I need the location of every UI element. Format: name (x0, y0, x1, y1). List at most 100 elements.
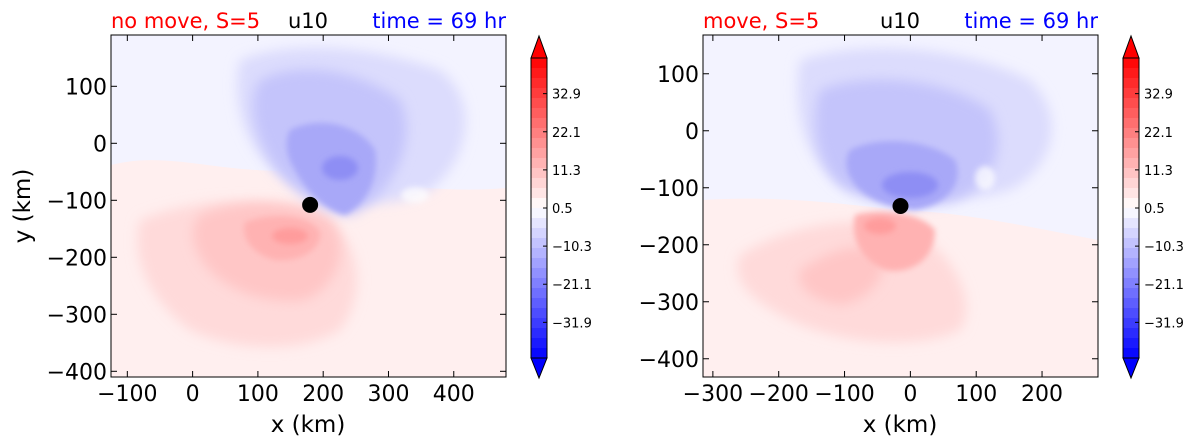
colorbar-tick-label: −21.1 (552, 278, 592, 293)
colorbar-segment (1123, 118, 1139, 129)
y-tick-label: −300 (639, 291, 699, 316)
colorbar-segment (1123, 338, 1139, 349)
colorbar-segment (1123, 348, 1139, 359)
colorbar-segment (1123, 268, 1139, 279)
y-axis: 100 0 −100 −200 −300 −400 (639, 63, 1098, 373)
colorbar-segment (531, 328, 547, 339)
negative-core (322, 156, 358, 180)
colorbar-tick-label: −31.9 (552, 316, 592, 331)
title-left-text: move, S=5 (703, 9, 819, 33)
x-tick-label: 100 (955, 382, 997, 407)
colorbar-segment (1123, 158, 1139, 169)
patch-white (975, 166, 995, 190)
y-tick-label: −300 (47, 303, 107, 328)
plot-frame (110, 34, 507, 378)
colorbar-tick-label: 0.5 (552, 202, 573, 217)
y-tick-label: −200 (47, 246, 107, 271)
colorbar-segment (531, 258, 547, 269)
colorbar-segment (1123, 78, 1139, 89)
x-axis-label: x (km) (863, 412, 938, 438)
patch-white (401, 187, 429, 203)
colorbar-segment (1123, 198, 1139, 209)
panel-right: move, S=5 u10 time = 69 hr −300 −200 −100 0… (639, 9, 1184, 438)
colorbar-segment (531, 128, 547, 139)
panel-left: no move, S=5 u10 time = 69 hr −100 0 100 20… (10, 9, 592, 438)
y-tick-label: −400 (47, 360, 107, 385)
colorbar-segment (531, 228, 547, 239)
colorbar-segment (1123, 138, 1139, 149)
colorbar-segment (1123, 68, 1139, 79)
colorbar-segment (531, 88, 547, 99)
colorbar-extend-min (1122, 357, 1140, 380)
x-tick-label: 200 (1021, 382, 1063, 407)
colorbar-extend-min (530, 357, 548, 380)
x-tick-label: 400 (433, 382, 475, 407)
x-tick-label: 100 (237, 382, 279, 407)
contour-field (703, 35, 1098, 377)
colorbar-segment (531, 178, 547, 189)
x-tick-label: 200 (302, 382, 344, 407)
negative-core (882, 172, 938, 198)
colorbar-tick-label: 0.5 (1144, 202, 1165, 217)
y-tick-label: 0 (685, 120, 699, 145)
x-axis-label: x (km) (271, 412, 346, 438)
y-tick-label: 0 (93, 132, 107, 157)
colorbar-tick-label: 22.1 (1144, 126, 1173, 141)
colorbar-segment (531, 108, 547, 119)
y-tick-label: −400 (639, 348, 699, 373)
colorbar-tick-label: −10.3 (1144, 240, 1184, 255)
title-left-text: no move, S=5 (111, 9, 260, 33)
x-axis: −100 0 100 200 300 400 (97, 35, 475, 407)
x-tick-label: −100 (97, 382, 157, 407)
colorbar-segment (1123, 288, 1139, 299)
y-tick-label: −200 (639, 234, 699, 259)
colorbar-segment (1123, 98, 1139, 109)
positive-core (864, 218, 896, 234)
colorbar-segment (531, 298, 547, 309)
colorbar-segment (1123, 58, 1139, 69)
colorbar-segment (1123, 258, 1139, 269)
colorbar-segment (1123, 88, 1139, 99)
colorbar-segment (1123, 228, 1139, 239)
x-tick-label: 300 (367, 382, 409, 407)
colorbar-segment (531, 168, 547, 179)
colorbar-segment (531, 158, 547, 169)
positive-band-3 (799, 247, 883, 305)
colorbar-segment (1123, 108, 1139, 119)
colorbar-segment (531, 208, 547, 219)
x-tick-label: −200 (748, 382, 808, 407)
colorbar-segment (1123, 208, 1139, 219)
colorbar-segment (1123, 188, 1139, 199)
colorbar-segment (531, 188, 547, 199)
colorbar: 32.9 22.1 11.3 0.5 −10.3 −21.1 −31.9 (1122, 34, 1184, 380)
colorbar-segment (1123, 328, 1139, 339)
colorbar-segment (531, 308, 547, 319)
y-tick-label: −100 (47, 189, 107, 214)
colorbar-segment (531, 78, 547, 89)
colorbar-segment (531, 248, 547, 259)
colorbar-segment (531, 278, 547, 289)
colorbar-segment (1123, 178, 1139, 189)
colorbar-tick-label: 32.9 (552, 88, 581, 103)
colorbar-segment (531, 58, 547, 69)
colorbar-tick-label: −21.1 (1144, 278, 1184, 293)
y-axis-label: y (km) (10, 169, 36, 244)
colorbar-segment (531, 148, 547, 159)
plot-frame (702, 34, 1099, 378)
colorbar-tick-label: 11.3 (552, 164, 581, 179)
storm-center-marker (302, 196, 319, 213)
x-tick-label: 0 (903, 382, 917, 407)
colorbar-segment (531, 198, 547, 209)
colorbar-segment (1123, 278, 1139, 289)
title-right-text: time = 69 hr (372, 9, 506, 33)
colorbar-tick-label: 22.1 (552, 126, 581, 141)
colorbar-segment (531, 238, 547, 249)
colorbar-segment (531, 288, 547, 299)
colorbar-segment (1123, 298, 1139, 309)
colorbar-segment (531, 348, 547, 359)
y-axis: 100 0 −100 −200 −300 −400 (47, 75, 506, 385)
title-center-text: u10 (288, 9, 328, 33)
colorbar-segment (1123, 128, 1139, 139)
colorbar: 32.9 22.1 11.3 0.5 −10.3 −21.1 −31.9 (530, 34, 592, 380)
